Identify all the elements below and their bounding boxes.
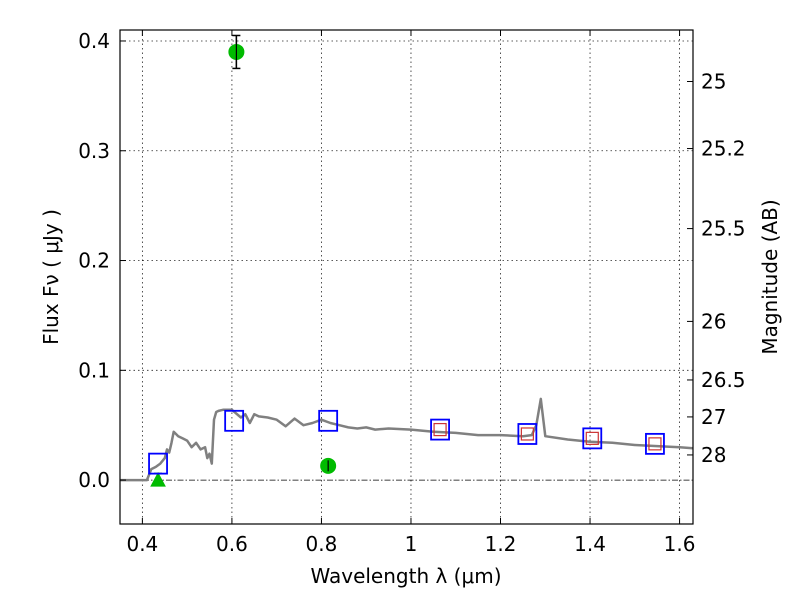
plot-content (120, 34, 693, 487)
model-photometry-marker (645, 432, 665, 455)
y2-tick-label: 25.5 (701, 217, 746, 241)
model-photometry-marker (517, 423, 538, 445)
y-axis-label: Flux Fν ( μJy ) (39, 209, 63, 345)
y-tick-label: 0.4 (78, 29, 110, 53)
upper-limit-marker (150, 472, 166, 487)
model-photometry-inner-marker (520, 427, 534, 441)
x-tick-label: 0.4 (126, 532, 158, 556)
model-photometry-marker (430, 418, 450, 441)
axes: 0.4 0.6 0.8 1 1.2 1.4 1.6 0.0 0.1 0.2 0.3 0.4 25 25.2… (78, 29, 745, 556)
grid-lines (120, 30, 693, 524)
y-tick-label: 0.0 (78, 468, 110, 492)
model-photometry-marker (148, 452, 168, 475)
y2-tick-label: 25.2 (701, 137, 746, 161)
model-spectrum-line (120, 397, 693, 482)
y-tick-label: 0.1 (78, 358, 110, 382)
y-tick-label: 0.2 (78, 249, 110, 273)
x-tick-label: 1.2 (485, 532, 517, 556)
x-tick-label: 0.6 (216, 532, 248, 556)
plot-frame (119, 29, 694, 525)
x-axis-label: Wavelength λ (μm) (310, 564, 501, 588)
x-tick-label: 0.8 (306, 532, 338, 556)
x-tick-label: 1.6 (664, 532, 696, 556)
y-tick-label: 0.3 (78, 139, 110, 163)
model-photometry-inner-marker (433, 422, 447, 437)
model-photometry-inner-marker (648, 437, 662, 451)
model-photometry-inner-marker (585, 431, 599, 445)
y2-axis-label: Magnitude (AB) (758, 199, 782, 354)
y2-tick-label: 27 (701, 405, 726, 429)
model-photometry-marker (224, 409, 245, 432)
model-photometry-marker (318, 409, 339, 432)
y2-tick-label: 26.5 (701, 368, 746, 392)
x-tick-label: 1.4 (574, 532, 606, 556)
y2-tick-label: 25 (701, 69, 726, 93)
x-tick-label: 1 (405, 532, 418, 556)
y2-tick-label: 26 (701, 309, 726, 333)
model-photometry-marker (582, 427, 603, 450)
y2-tick-label: 28 (701, 443, 726, 467)
